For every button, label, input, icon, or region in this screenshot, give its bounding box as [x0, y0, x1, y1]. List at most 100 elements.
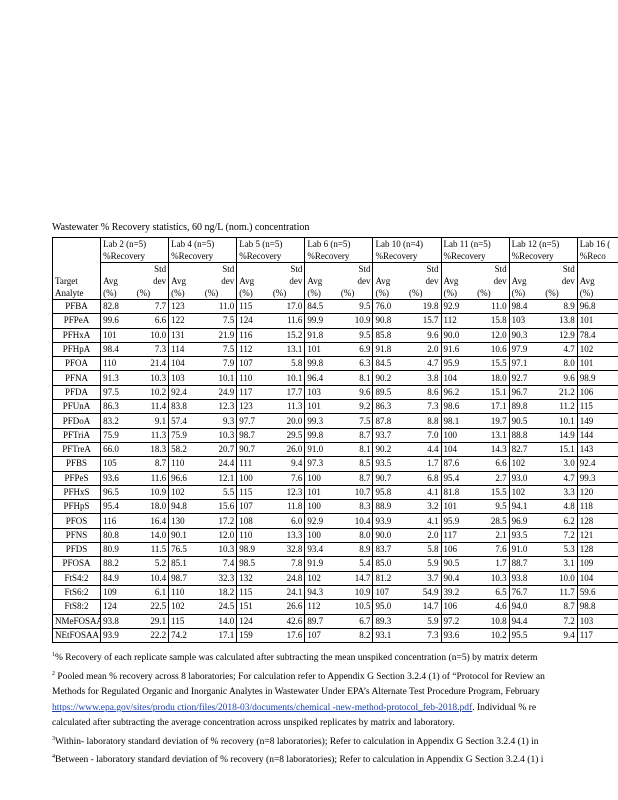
- std-cell: 14.3: [475, 441, 510, 458]
- data-row: PFOSA 88.2 5.2 85.1 7.4 98.5 7.8 91.9 5.4 85.0 5.9…: [52, 556, 618, 572]
- avg-cell: 115: [236, 484, 271, 501]
- avg-cell: 95.9: [440, 513, 476, 529]
- recovery-label: %Recovery: [372, 250, 442, 263]
- std-cell: 16.4: [134, 513, 170, 529]
- avg-cell: 80.8: [100, 527, 135, 544]
- std-cell: 15.2: [270, 327, 306, 343]
- std-cell: 24.1: [270, 584, 306, 601]
- std-cell: 2.7: [475, 470, 510, 486]
- std-cell: [611, 370, 618, 386]
- std-cell: 1.7: [475, 556, 510, 572]
- std-cell: 32.3: [202, 570, 238, 586]
- footnote-text: Pooled mean % recovery across 8 laborato…: [55, 671, 545, 682]
- avg-label: Avg: [576, 275, 612, 287]
- std-cell: 24.5: [202, 599, 238, 615]
- recovery-label: %Recovery: [168, 250, 238, 263]
- std-cell: 6.1: [134, 584, 170, 601]
- data-row: PFDS 80.9 11.5 76.5 10.3 98.9 32.8 93.4 8.9 83.7 5…: [52, 542, 618, 558]
- analyte: NMeFOSAA: [52, 613, 102, 629]
- std-cell: 28.5: [475, 513, 510, 529]
- avg-cell: 95.8: [372, 484, 407, 501]
- avg-cell: 98.1: [440, 413, 476, 429]
- avg-cell: 97.1: [508, 356, 544, 372]
- dev-label: dev: [270, 275, 306, 287]
- std-cell: 22.2: [134, 627, 170, 644]
- avg-label: Avg: [508, 275, 544, 287]
- avg-cell: 99.8: [304, 356, 339, 372]
- avg-cell: 96.8: [576, 298, 612, 315]
- avg-cell: 75.9: [168, 427, 203, 443]
- avg-cell: 104: [168, 356, 203, 372]
- table-wrap: Lab 2 (n=5) Lab 4 (n=5) Lab 5 (n=5) Lab 6 (…: [52, 237, 618, 644]
- std-cell: [611, 356, 618, 372]
- std-cell: [611, 313, 618, 329]
- avg-cell: 101: [304, 341, 339, 358]
- avg-cell: 101: [100, 327, 135, 343]
- footnote-text: % Recovery of each replicate sample was …: [55, 653, 538, 664]
- std-cell: 4.1: [407, 484, 442, 501]
- avg-cell: 118: [576, 499, 612, 515]
- std-cell: 3.1: [543, 556, 578, 572]
- std-cell: 21.4: [134, 356, 170, 372]
- std-cell: 5.8: [407, 542, 442, 558]
- avg-cell: 93.6: [440, 627, 476, 644]
- avg-cell: 96.9: [508, 513, 544, 529]
- avg-cell: 91.6: [440, 341, 476, 358]
- blank: [372, 262, 407, 275]
- lab-name: Lab 6 (n=5): [304, 237, 374, 250]
- data-row: PFBS 105 8.7 110 24.4 111 9.4 97.3 8.5 93.5 1.7 87.…: [52, 456, 618, 472]
- unit-label: (%): [100, 287, 135, 300]
- std-cell: [611, 613, 618, 629]
- avg-cell: 84.5: [372, 356, 407, 372]
- analyte: PFPeA: [52, 313, 102, 329]
- avg-cell: 58.2: [168, 441, 203, 458]
- footnote-link[interactable]: https://www.epa.gov/sites/produ ction/fi…: [52, 702, 473, 713]
- avg-cell: 94.8: [168, 499, 203, 515]
- avg-cell: 104: [440, 441, 476, 458]
- unit-label: (%): [372, 287, 407, 300]
- std-cell: 29.1: [134, 613, 170, 629]
- std-cell: 12.3: [270, 484, 306, 501]
- analyte-header: Analyte: [52, 287, 102, 300]
- recovery-label: %Recovery: [508, 250, 578, 263]
- std-cell: 8.9: [338, 542, 374, 558]
- std-cell: 9.6: [338, 384, 374, 401]
- avg-cell: 91.3: [100, 370, 135, 386]
- std-label: [611, 262, 618, 275]
- analyte: PFHxA: [52, 327, 102, 343]
- avg-cell: 104: [440, 370, 476, 386]
- std-cell: 8.0: [543, 356, 578, 372]
- avg-cell: 101: [440, 499, 476, 515]
- std-cell: 19.7: [475, 413, 510, 429]
- data-row: PFHxA 101 10.0 131 21.9 116 15.2 91.8 9.5 85.8 9.6…: [52, 327, 618, 343]
- avg-cell: 131: [168, 327, 203, 343]
- avg-cell: 82.8: [100, 298, 135, 315]
- avg-cell: 101: [304, 399, 339, 415]
- std-cell: 17.7: [270, 384, 306, 401]
- avg-cell: 95.5: [508, 627, 544, 644]
- header-row: Std Std Std Std Std Std Std: [52, 262, 618, 275]
- analyte-header-blank: [52, 262, 102, 275]
- avg-cell: 103: [576, 613, 612, 629]
- lab-name: Lab 16 (: [576, 237, 618, 250]
- data-row: PFDA 97.5 10.2 92.4 24.9 117 17.7 103 9.6 89.5 8.6…: [52, 384, 618, 401]
- recovery-table: Lab 2 (n=5) Lab 4 (n=5) Lab 5 (n=5) Lab 6 (…: [52, 237, 618, 644]
- std-cell: 10.2: [134, 384, 170, 401]
- std-cell: 32.8: [270, 542, 306, 558]
- footnote-line: 3Within- laboratory standard deviation o…: [52, 732, 618, 751]
- std-cell: 17.6: [270, 627, 306, 644]
- avg-cell: 102: [576, 341, 612, 358]
- std-cell: 13.3: [270, 527, 306, 544]
- avg-cell: 128: [576, 513, 612, 529]
- avg-cell: 88.2: [100, 556, 135, 572]
- dev-label: dev: [338, 275, 374, 287]
- std-cell: 10.3: [475, 570, 510, 586]
- header-row: Target Avg dev Avg dev Avg dev Avg dev Avg dev Avg d…: [52, 275, 618, 287]
- avg-cell: 90.4: [440, 570, 476, 586]
- avg-cell: 103: [168, 370, 203, 386]
- avg-cell: 151: [236, 599, 271, 615]
- std-cell: 9.6: [407, 327, 442, 343]
- analyte: PFNA: [52, 370, 102, 386]
- avg-cell: 95.9: [440, 356, 476, 372]
- avg-cell: 95.0: [372, 599, 407, 615]
